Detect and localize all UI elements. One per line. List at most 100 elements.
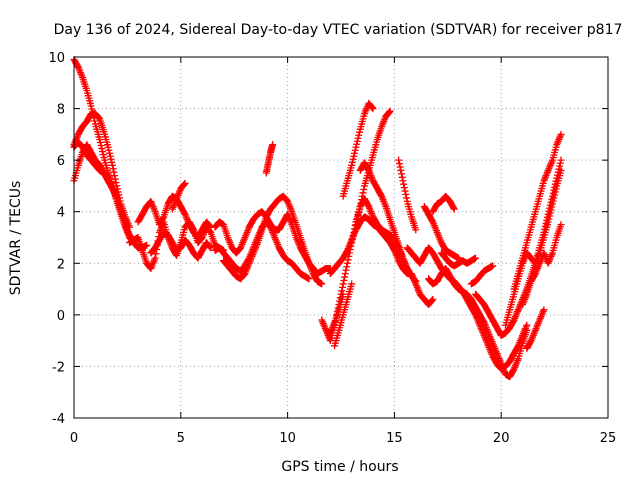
data-point (206, 243, 214, 251)
x-axis-label: GPS time / hours (281, 459, 398, 475)
data-point (398, 170, 406, 178)
y-tick-label: 0 (57, 309, 65, 324)
data-point (557, 130, 565, 138)
data-point (143, 241, 151, 249)
series-v (420, 203, 462, 262)
data-point (412, 226, 420, 234)
series-w (407, 270, 437, 309)
series-l (262, 141, 277, 177)
data-point (354, 212, 362, 220)
data-point (355, 131, 363, 139)
data-point (104, 143, 112, 151)
data-point (112, 178, 120, 186)
data-point (556, 159, 564, 167)
series-u (437, 249, 480, 270)
data-point (269, 141, 277, 149)
data-point (454, 254, 462, 262)
data-point (108, 161, 116, 169)
data-point (548, 200, 556, 208)
x-tick-label: 0 (70, 431, 78, 446)
data-point (526, 338, 534, 346)
data-point (357, 199, 365, 207)
data-point (351, 149, 359, 157)
data-point (353, 215, 361, 223)
data-point (343, 259, 351, 267)
data-point (180, 180, 188, 188)
data-point (111, 175, 119, 183)
data-point (96, 136, 104, 144)
data-point (552, 185, 560, 193)
data-point (509, 366, 517, 374)
data-point (355, 209, 363, 217)
data-point (159, 214, 167, 222)
axis-ticks (73, 56, 609, 419)
data-point (343, 263, 351, 271)
data-point (342, 266, 350, 274)
data-point (548, 203, 556, 211)
data-point (106, 149, 114, 157)
data-point (428, 296, 436, 304)
y-axis-label: SDTVAR / TECUs (8, 181, 24, 296)
data-point (403, 264, 411, 272)
data-point (403, 194, 411, 202)
data-point (338, 283, 346, 291)
data-point (356, 128, 364, 136)
data-point (348, 158, 356, 166)
series-ad (523, 306, 548, 352)
y-tick-label: 2 (57, 257, 65, 272)
data-point (106, 152, 114, 160)
data-point (557, 221, 565, 229)
series-d (70, 138, 121, 200)
data-point (151, 254, 159, 262)
data-point (109, 165, 117, 173)
data-point (358, 192, 366, 200)
data-point (395, 160, 403, 168)
data-point (360, 185, 368, 193)
data-point (338, 287, 346, 295)
data-point (514, 343, 522, 351)
data-point (351, 146, 359, 154)
chart-title: Day 136 of 2024, Sidereal Day-to-day VTE… (54, 22, 623, 38)
series-f (134, 192, 215, 241)
series-h (168, 179, 189, 213)
y-tick-label: 10 (48, 51, 65, 66)
data-point (353, 218, 361, 226)
data-point (556, 162, 564, 170)
data-point (523, 321, 531, 329)
data-point (353, 137, 361, 145)
data-point (403, 269, 411, 277)
data-point (356, 206, 364, 214)
data-point (110, 168, 118, 176)
data-point (341, 273, 349, 281)
data-point (509, 317, 517, 325)
data-point (87, 102, 95, 110)
data-point (395, 156, 403, 164)
data-point (348, 280, 356, 288)
y-tick-label: -4 (52, 412, 65, 427)
data-point (550, 194, 558, 202)
data-point (105, 146, 113, 154)
data-point (348, 161, 356, 169)
series-ac (519, 221, 565, 309)
data-point (354, 134, 362, 142)
data-point (98, 148, 106, 156)
data-point (540, 306, 548, 314)
data-point (99, 151, 107, 159)
data-point (428, 217, 436, 225)
data-point (352, 143, 360, 151)
data-point (108, 158, 116, 166)
data-point (97, 142, 105, 150)
data-point (557, 166, 565, 174)
data-point (112, 191, 120, 199)
data-point (396, 163, 404, 171)
series-z (467, 262, 497, 288)
data-point (401, 187, 409, 195)
data-point (546, 212, 554, 220)
y-tick-label: 4 (57, 206, 65, 221)
x-tick-labels: 0 5 10 15 20 25 (70, 431, 616, 446)
data-point (479, 317, 487, 325)
data-point (207, 244, 215, 252)
data-point (95, 114, 103, 122)
data-point (343, 248, 351, 256)
